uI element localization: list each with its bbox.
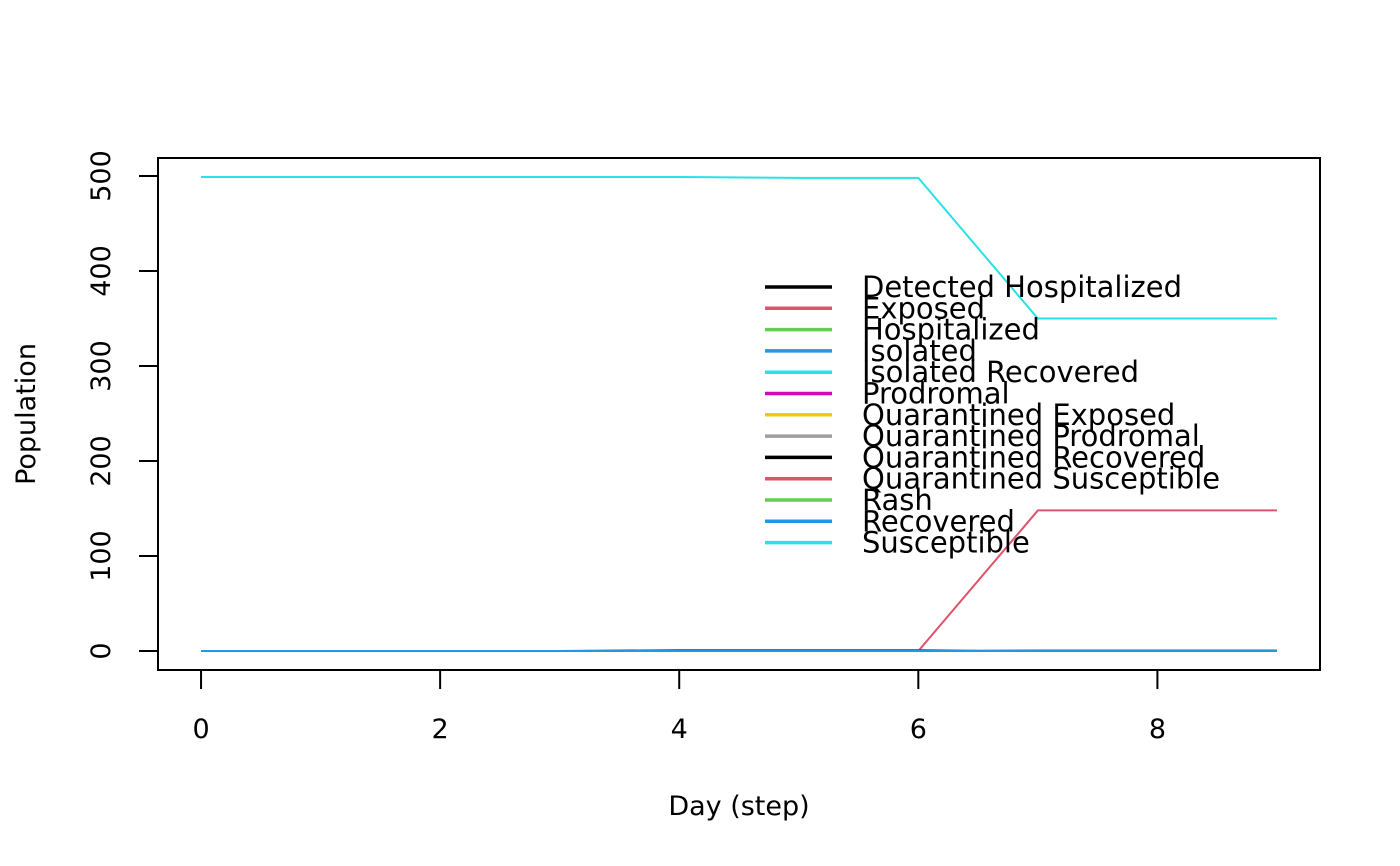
legend-label-7: Quarantined Prodromal [862,419,1200,453]
legend-label-1: Exposed [862,291,985,325]
y-tick-label: 0 [86,642,117,659]
series-line-12 [201,175,1277,320]
series-layer [201,175,1277,653]
y-axis: 0 100 200 300 400 500 [86,150,159,660]
legend-label-10: Rash [862,483,933,517]
x-tick-label: 8 [1149,714,1166,745]
legend-label-5: Prodromal [862,377,1010,411]
legend-label-4: Isolated Recovered [862,355,1139,389]
legend-label-2: Hospitalized [862,313,1040,347]
legend-label-3: Isolated [862,334,977,368]
x-tick-label: 4 [671,714,688,745]
x-tick-label: 2 [432,714,449,745]
x-axis-title: Day (step) [668,791,809,822]
legend: Detected HospitalizedExposedHospitalized… [765,270,1220,560]
y-tick-label: 500 [86,150,117,202]
legend-label-9: Quarantined Susceptible [862,462,1220,496]
x-axis: 0 2 4 6 8 [192,669,1166,745]
y-tick-label: 100 [86,530,117,582]
y-tick-label: 300 [86,340,117,392]
y-tick-label: 400 [86,245,117,297]
y-tick-label: 200 [86,435,117,487]
legend-label-0: Detected Hospitalized [862,270,1182,304]
legend-label-8: Quarantined Recovered [862,440,1205,474]
legend-label-6: Quarantined Exposed [862,398,1175,432]
x-tick-label: 6 [910,714,927,745]
y-axis-title: Population [11,343,42,485]
legend-label-11: Recovered [862,504,1015,538]
legend-label-12: Susceptible [862,526,1030,560]
x-tick-label: 0 [192,714,209,745]
